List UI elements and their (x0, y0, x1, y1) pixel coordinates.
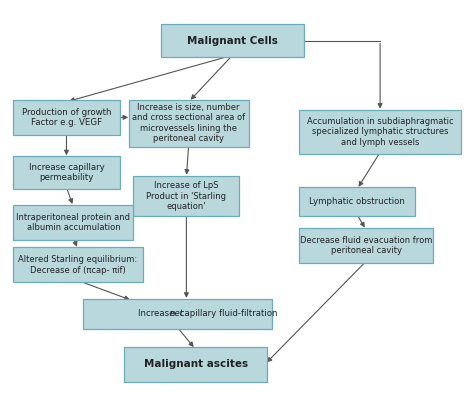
Text: Decrease fluid evacuation from
peritoneal cavity: Decrease fluid evacuation from peritonea… (300, 236, 432, 255)
FancyBboxPatch shape (124, 348, 267, 381)
FancyBboxPatch shape (300, 110, 461, 154)
FancyBboxPatch shape (129, 100, 249, 147)
Text: Lymphatic obstruction: Lymphatic obstruction (309, 197, 405, 206)
FancyBboxPatch shape (300, 187, 415, 216)
FancyBboxPatch shape (13, 100, 119, 135)
Text: Intraperitoneal protein and
albumin accumulation: Intraperitoneal protein and albumin accu… (17, 212, 130, 232)
FancyBboxPatch shape (13, 205, 133, 240)
Text: Increase: Increase (138, 309, 177, 318)
Text: Increase of LpS
Product in 'Starling
equation': Increase of LpS Product in 'Starling equ… (146, 181, 227, 211)
Text: Accumulation in subdiaphragmatic
specialized lymphatic structures
and lymph vess: Accumulation in subdiaphragmatic special… (307, 117, 454, 147)
FancyBboxPatch shape (161, 24, 304, 57)
FancyBboxPatch shape (13, 156, 119, 189)
FancyBboxPatch shape (82, 299, 272, 329)
FancyBboxPatch shape (300, 228, 433, 263)
Text: net: net (170, 309, 184, 318)
FancyBboxPatch shape (13, 247, 143, 282)
Text: Increase capillary
permeability: Increase capillary permeability (28, 163, 104, 182)
Text: Increase is size, number
and cross sectional area of
microvessels lining the
per: Increase is size, number and cross secti… (132, 103, 245, 143)
Text: Altered Starling equilibrium:
Decrease of (πcap- πif): Altered Starling equilibrium: Decrease o… (18, 255, 137, 275)
Text: Production of growth
Factor e.g. VEGF: Production of growth Factor e.g. VEGF (22, 108, 111, 127)
Text: Malignant Cells: Malignant Cells (187, 35, 278, 46)
FancyBboxPatch shape (133, 176, 239, 216)
Text: capillary fluid-filtration: capillary fluid-filtration (177, 309, 278, 318)
Text: Malignant ascites: Malignant ascites (144, 359, 247, 370)
